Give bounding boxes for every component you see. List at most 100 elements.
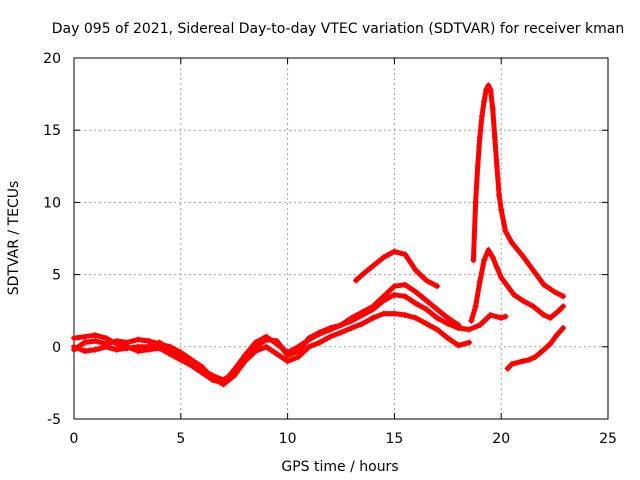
- data-point: [92, 338, 99, 345]
- data-point: [508, 239, 515, 246]
- data-point: [553, 332, 560, 339]
- data-point: [402, 281, 409, 288]
- data-point: [327, 326, 334, 333]
- data-point: [540, 346, 547, 353]
- x-tick-label: 25: [599, 431, 617, 447]
- data-point: [295, 343, 302, 350]
- data-point: [519, 297, 526, 304]
- data-point: [493, 264, 500, 271]
- chart-title: Day 095 of 2021, Sidereal Day-to-day VTE…: [52, 21, 624, 37]
- y-tick-label: 5: [52, 268, 61, 284]
- data-point: [348, 325, 355, 332]
- data-point: [402, 312, 409, 319]
- series-track-c: [71, 310, 473, 384]
- data-point: [81, 348, 88, 355]
- data-point: [472, 199, 479, 206]
- data-point: [434, 306, 441, 313]
- data-point: [391, 248, 398, 255]
- data-point: [284, 349, 291, 356]
- data-point: [338, 322, 344, 329]
- data-point: [352, 277, 359, 284]
- data-point: [327, 333, 334, 340]
- series-group: [71, 82, 567, 388]
- data-point: [502, 313, 509, 320]
- data-point: [532, 353, 539, 360]
- data-point: [167, 346, 174, 353]
- data-point: [551, 288, 558, 295]
- data-point: [209, 372, 216, 379]
- data-point: [525, 356, 532, 363]
- data-point: [478, 112, 485, 119]
- data-point: [263, 343, 270, 350]
- data-point: [92, 346, 99, 353]
- data-point: [434, 314, 441, 321]
- data-point: [491, 134, 498, 141]
- data-point: [423, 277, 430, 284]
- data-point: [555, 307, 562, 314]
- data-point: [370, 314, 377, 321]
- x-tick-label: 20: [492, 431, 510, 447]
- data-point: [263, 333, 270, 340]
- data-point: [423, 320, 430, 327]
- data-point: [380, 254, 387, 261]
- series-line: [505, 325, 566, 371]
- data-point: [487, 312, 494, 319]
- data-point: [547, 340, 554, 347]
- data-point: [466, 339, 473, 346]
- data-point: [487, 86, 494, 93]
- series-line: [470, 82, 566, 299]
- data-point: [135, 336, 142, 343]
- data-point: [391, 310, 398, 317]
- data-point: [519, 252, 526, 259]
- data-point: [444, 335, 451, 342]
- x-tick-label: 0: [70, 431, 79, 447]
- data-point: [481, 98, 488, 105]
- data-point: [423, 297, 430, 304]
- data-point: [496, 192, 503, 199]
- y-tick-label: -5: [47, 412, 61, 428]
- data-point: [412, 288, 419, 295]
- data-point: [540, 281, 547, 288]
- x-tick-label: 5: [176, 431, 185, 447]
- data-point: [305, 336, 312, 343]
- data-point: [498, 206, 505, 213]
- data-point: [481, 257, 488, 264]
- data-point: [493, 163, 500, 170]
- axis-ticks: 0 5 10 15 20 25 -5 0 5 10 15 20: [43, 51, 617, 447]
- data-point: [380, 293, 387, 300]
- x-tick-label: 10: [279, 431, 297, 447]
- data-point: [489, 254, 496, 261]
- data-point: [412, 267, 419, 274]
- data-point: [547, 314, 554, 321]
- data-point: [489, 105, 496, 112]
- data-point: [402, 251, 409, 258]
- y-tick-label: 10: [43, 195, 61, 211]
- data-point: [252, 339, 259, 346]
- data-point: [434, 283, 441, 290]
- x-axis-title: GPS time / hours: [281, 459, 398, 475]
- data-point: [231, 369, 238, 376]
- data-point: [124, 345, 131, 352]
- data-point: [476, 322, 483, 329]
- data-point: [472, 303, 479, 310]
- data-point: [103, 335, 110, 342]
- data-point: [220, 377, 227, 384]
- series-evening-arc: [352, 248, 441, 290]
- data-point: [423, 306, 430, 313]
- data-point: [370, 262, 377, 269]
- series-peak-track: [470, 82, 567, 300]
- data-point: [177, 353, 184, 360]
- data-point: [455, 322, 462, 329]
- data-point: [113, 340, 120, 347]
- data-point: [504, 365, 511, 372]
- data-point: [305, 343, 312, 350]
- data-point: [540, 312, 547, 319]
- data-point: [402, 293, 409, 300]
- data-point: [444, 314, 451, 321]
- data-point: [252, 348, 259, 355]
- data-point: [412, 300, 419, 307]
- data-point: [474, 163, 481, 170]
- y-tick-label: 15: [43, 123, 61, 139]
- series-line: [468, 247, 566, 324]
